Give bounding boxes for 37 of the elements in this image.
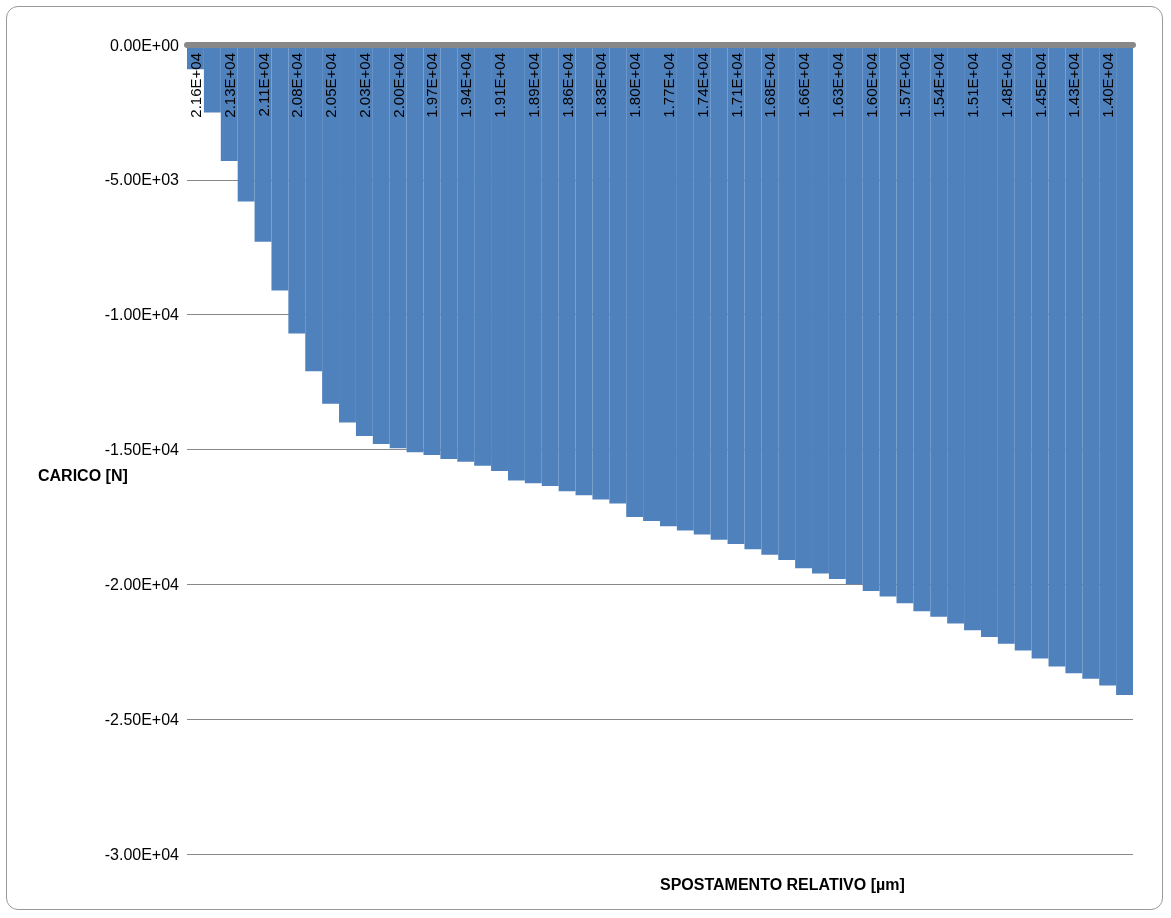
x-tick-label: 1.94E+04 (457, 53, 475, 118)
y-tick-label: 0.00E+00 (110, 36, 180, 54)
x-tick-label: 1.74E+04 (693, 53, 711, 118)
x-tick-label: 1.68E+04 (761, 53, 779, 118)
y-tick-label: -3.00E+04 (104, 845, 180, 863)
x-tick-label: 1.86E+04 (558, 53, 576, 118)
x-tick-label: 1.89E+04 (524, 53, 542, 118)
x-tick-label: 1.83E+04 (592, 53, 610, 118)
x-tick-label: 2.00E+04 (389, 53, 407, 118)
x-tick-label: 2.03E+04 (355, 53, 373, 118)
x-tick-label: 2.16E+04 (186, 53, 204, 118)
y-tick-label: -2.50E+04 (104, 710, 180, 728)
x-tick-label: 1.60E+04 (862, 53, 880, 118)
x-axis-title: SPOSTAMENTO RELATIVO [µm] (660, 875, 905, 893)
y-tick-label: -1.50E+04 (104, 441, 180, 458)
x-tick-label: 2.05E+04 (322, 53, 340, 118)
x-tick-label: 1.40E+04 (1099, 53, 1117, 118)
x-tick-label: 1.80E+04 (626, 53, 644, 118)
x-tick-label: 1.43E+04 (1065, 53, 1083, 118)
x-tick-label: 2.13E+04 (220, 53, 238, 118)
x-tick-label: 2.11E+04 (254, 53, 272, 117)
x-tick-label: 1.91E+04 (491, 53, 509, 118)
x-tick-label: 1.57E+04 (896, 53, 914, 118)
x-tick-label: 1.54E+04 (930, 53, 948, 118)
x-tick-label: 1.97E+04 (423, 53, 441, 118)
y-tick-label: -1.00E+04 (104, 306, 180, 324)
x-tick-label: 1.66E+04 (795, 53, 813, 118)
x-tick-label: 1.51E+04 (964, 53, 982, 118)
y-tick-label: -5.00E+03 (104, 171, 180, 189)
x-tick-label: 1.48E+04 (997, 53, 1015, 118)
y-tick-label: -2.00E+04 (104, 575, 180, 593)
y-axis-title: CARICO [N] (38, 466, 128, 484)
x-tick-label: 1.71E+04 (727, 53, 745, 118)
x-tick-label: 1.77E+04 (659, 53, 677, 118)
x-tick-label: 1.63E+04 (828, 53, 846, 118)
x-tick-label: 2.08E+04 (288, 53, 306, 118)
x-tick-label: 1.45E+04 (1031, 53, 1049, 118)
